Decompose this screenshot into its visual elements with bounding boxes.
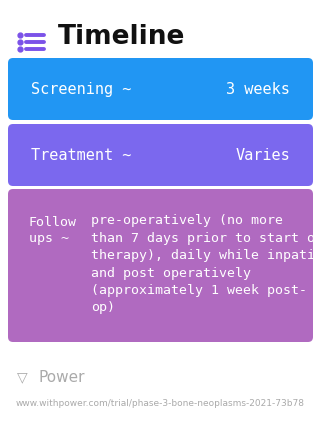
Text: Varies: Varies <box>235 147 290 162</box>
FancyBboxPatch shape <box>8 124 313 186</box>
Text: www.withpower.com/trial/phase-3-bone-neoplasms-2021-73b78: www.withpower.com/trial/phase-3-bone-neo… <box>15 399 305 408</box>
Text: 3 weeks: 3 weeks <box>226 82 290 96</box>
FancyBboxPatch shape <box>8 58 313 120</box>
Text: Follow: Follow <box>29 216 77 229</box>
Text: Screening ~: Screening ~ <box>31 82 132 96</box>
Text: ▽: ▽ <box>17 370 27 384</box>
Text: Power: Power <box>38 369 84 385</box>
FancyBboxPatch shape <box>8 189 313 342</box>
Text: ups ~: ups ~ <box>29 232 69 245</box>
Text: Timeline: Timeline <box>58 24 185 50</box>
Text: Treatment ~: Treatment ~ <box>31 147 132 162</box>
Text: pre-operatively (no more
than 7 days prior to start of
therapy), daily while inp: pre-operatively (no more than 7 days pri… <box>91 214 320 314</box>
